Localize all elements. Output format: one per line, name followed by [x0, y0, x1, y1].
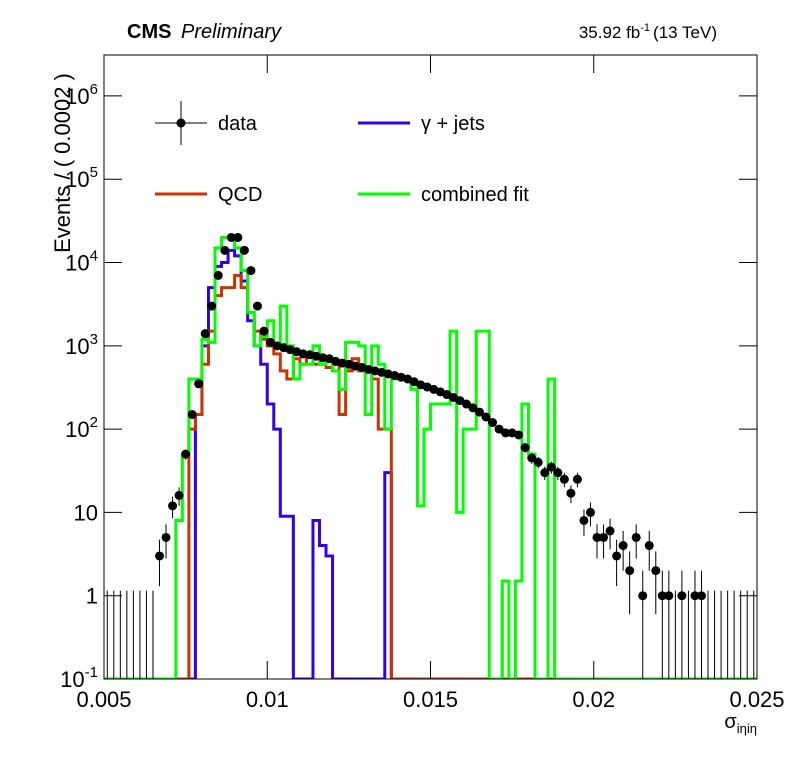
- y-tick-label: 103: [65, 331, 98, 359]
- x-tick-label: 0.005: [76, 687, 131, 712]
- data-point: [468, 403, 478, 413]
- data-point: [540, 468, 550, 478]
- data-point: [618, 541, 628, 551]
- y-tick-base: 10: [65, 417, 89, 442]
- data-point: [690, 591, 700, 601]
- data-point: [638, 591, 648, 601]
- data-point: [664, 591, 674, 601]
- data-point: [572, 474, 582, 484]
- chart-subtitle: Preliminary: [181, 21, 282, 43]
- y-axis-label: Events / ( 0.0002 ): [50, 73, 75, 253]
- x-tick-label: 0.01: [246, 687, 289, 712]
- y-tick-exponent: 4: [90, 248, 98, 265]
- legend-label: data: [218, 113, 258, 135]
- data-point: [259, 326, 269, 336]
- data-point: [657, 591, 667, 601]
- lumi-exponent: -1: [640, 22, 650, 34]
- data-point: [494, 424, 504, 434]
- x-axis-label: σiηiη: [724, 711, 757, 736]
- lumi: 35.92 fb-1 (13 TeV): [579, 22, 717, 42]
- data-point: [481, 412, 491, 422]
- y-tick-base: 10: [60, 667, 84, 692]
- data-point: [155, 551, 165, 561]
- y-tick-exponent: 6: [90, 81, 98, 98]
- data-point: [239, 245, 249, 255]
- chart-title: CMS: [127, 21, 171, 43]
- y-tick-exponent: 2: [90, 414, 98, 431]
- lumi-text: 35.92 fb: [579, 23, 640, 42]
- data-point: [585, 507, 595, 517]
- y-tick-label: 105: [65, 164, 98, 192]
- data-point: [213, 270, 223, 280]
- data-point: [553, 468, 563, 478]
- x-label-subscript: iηiη: [737, 721, 757, 736]
- data-point: [461, 399, 471, 409]
- y-tick-label: 106: [65, 81, 98, 109]
- x-tick-label: 0.02: [572, 687, 615, 712]
- data-point: [488, 418, 498, 428]
- x-label-symbol: σ: [724, 711, 737, 733]
- histogram-line: [104, 235, 757, 679]
- data-point: [546, 462, 556, 472]
- data-point: [233, 232, 243, 242]
- y-tick-base: 10: [65, 334, 89, 359]
- lumi-suffix: (13 TeV): [653, 23, 717, 42]
- plot-frame: [103, 54, 758, 680]
- data-point: [226, 232, 236, 242]
- data-point: [474, 407, 484, 417]
- data-point: [501, 428, 511, 438]
- data-point: [579, 515, 589, 525]
- legend-label: γ + jets: [421, 113, 485, 135]
- data-point: [527, 453, 537, 463]
- data-point: [220, 245, 230, 255]
- data-point: [605, 526, 615, 536]
- y-tick-base: 10: [65, 167, 89, 192]
- data-point: [246, 266, 256, 276]
- data-point: [625, 566, 635, 576]
- y-tick-exponent: 3: [90, 331, 98, 348]
- data-point: [187, 409, 197, 419]
- data-point: [677, 591, 687, 601]
- data-point: [252, 301, 262, 311]
- y-tick-base: 10: [65, 84, 89, 109]
- y-tick-exponent: 5: [90, 164, 98, 181]
- legend-key: [176, 118, 186, 128]
- data-point: [514, 430, 524, 440]
- data-point: [651, 566, 661, 576]
- y-tick-exponent: -1: [85, 664, 98, 681]
- data-point: [559, 474, 569, 484]
- data-point: [194, 379, 204, 389]
- data-point: [566, 488, 576, 498]
- x-tick-label: 0.015: [403, 687, 458, 712]
- data-point: [207, 301, 217, 311]
- data-point: [174, 490, 184, 500]
- data-point: [161, 532, 171, 542]
- legend-label: QCD: [218, 184, 262, 206]
- y-tick-label: 10: [74, 500, 98, 525]
- plot-area: [104, 232, 757, 679]
- y-tick-label: 1: [86, 584, 98, 609]
- data-point: [181, 449, 191, 459]
- data-point: [200, 329, 210, 339]
- data-point: [631, 532, 641, 542]
- y-tick-label: 10-1: [60, 664, 98, 692]
- x-tick-label: 0.025: [729, 687, 784, 712]
- data-point: [644, 541, 654, 551]
- data-point: [168, 501, 178, 511]
- y-tick-base: 10: [65, 251, 89, 276]
- data-point: [612, 551, 622, 561]
- data-point: [696, 591, 706, 601]
- data-point: [520, 443, 530, 453]
- data-point: [592, 532, 602, 542]
- y-tick-label: 102: [65, 414, 98, 442]
- legend-label: combined fit: [421, 184, 529, 206]
- y-tick-label: 104: [65, 248, 98, 276]
- data-point: [599, 532, 609, 542]
- data-point: [533, 457, 543, 467]
